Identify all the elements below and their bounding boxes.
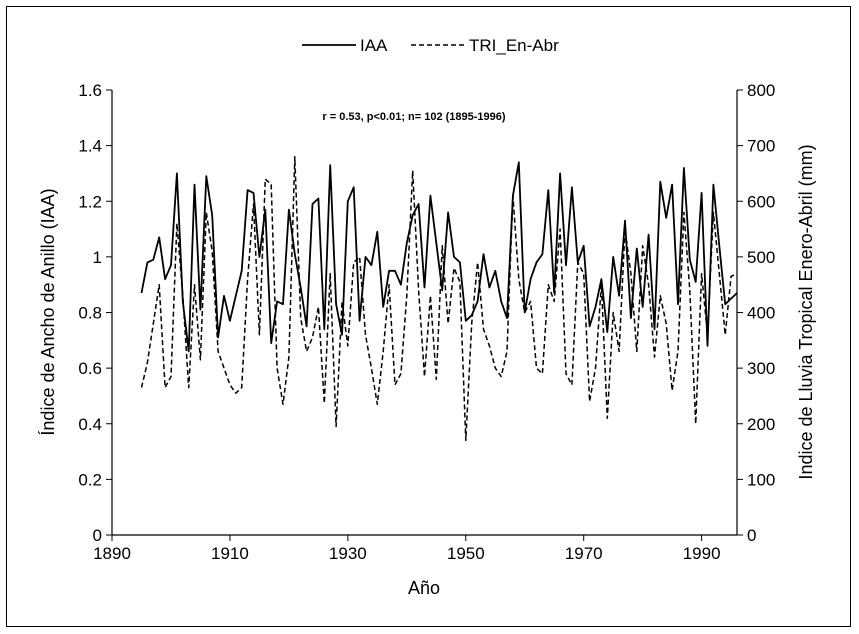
y-right-tick-label: 600 [747, 192, 775, 211]
y-left-tick-label: 1.2 [78, 192, 102, 211]
x-tick-label: 1930 [329, 544, 367, 563]
y-left-tick-label: 1 [93, 248, 102, 267]
y-right-tick-label: 300 [747, 359, 775, 378]
x-axis-title: Año [408, 578, 440, 598]
y-right-tick-label: 800 [747, 81, 775, 100]
series-line-tri [140, 156, 738, 442]
y-left-tick-label: 1.4 [78, 137, 102, 156]
y-right-tick-label: 500 [747, 248, 775, 267]
legend-label-iaa: IAA [360, 36, 388, 55]
x-tick-label: 1910 [211, 544, 249, 563]
correlation-annotation: r = 0.53, p<0.01; n= 102 (1895-1996) [322, 111, 505, 123]
y-right-tick-label: 0 [747, 526, 756, 545]
y-right-tick-label: 400 [747, 304, 775, 323]
y-axis-right-title: Indice de Lluvia Tropical Enero-Abril (m… [796, 144, 816, 479]
series-layer [140, 156, 738, 442]
y-left-tick-label: 0.6 [78, 359, 102, 378]
y-axis-left-title: Índice de Ancho de Anillo (IAA) [38, 188, 58, 435]
y-right-tick-label: 100 [747, 470, 775, 489]
y-left-tick-label: 0.8 [78, 304, 102, 323]
x-tick-label: 1970 [565, 544, 603, 563]
y-right-tick-label: 200 [747, 415, 775, 434]
legend: IAA TRI_En-Abr [302, 36, 559, 55]
y-left-tick-label: 0.2 [78, 470, 102, 489]
y-left-tick-label: 0 [93, 526, 102, 545]
axes: 0 0.2 0.4 0.6 0.8 1 1.2 1.4 1.6 0 100 200 300 400 500 6… [78, 81, 775, 563]
x-tick-label: 1950 [447, 544, 485, 563]
y-left-tick-label: 0.4 [78, 415, 102, 434]
y-right-tick-label: 700 [747, 137, 775, 156]
y-left-tick-label: 1.6 [78, 81, 102, 100]
series-line-iaa [140, 161, 738, 353]
x-tick-label: 1890 [93, 544, 131, 563]
legend-label-tri: TRI_En-Abr [469, 36, 559, 55]
x-tick-label: 1990 [683, 544, 721, 563]
